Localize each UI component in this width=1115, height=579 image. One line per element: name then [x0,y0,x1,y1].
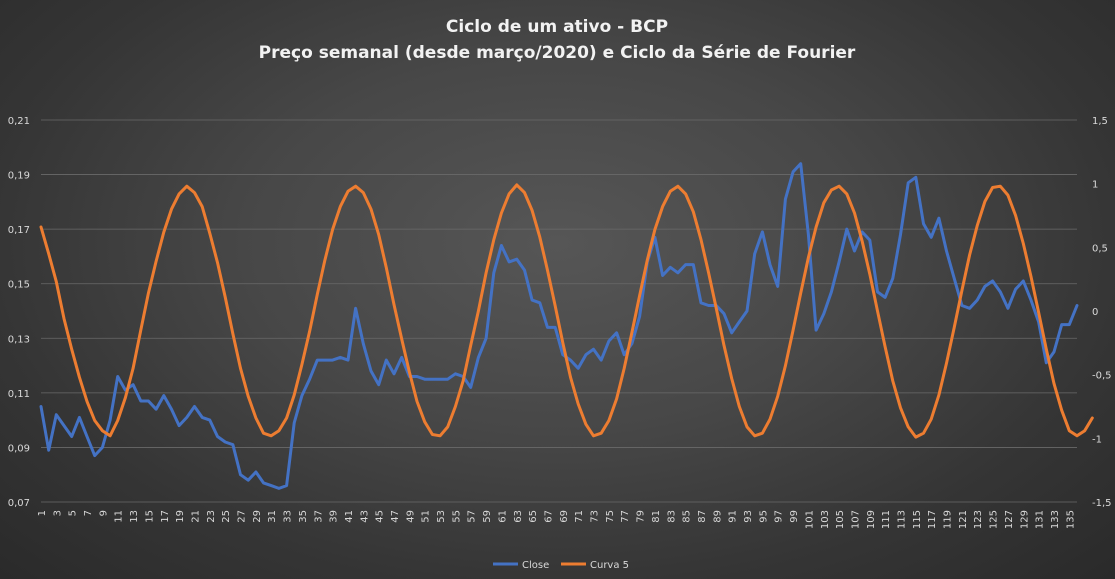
right-y-tick-label: 1 [1092,180,1098,191]
x-tick-label: 101 [804,510,815,529]
left-y-tick-label: 0,21 [8,116,30,127]
x-tick-label: 77 [620,510,631,523]
x-tick-label: 121 [958,510,969,529]
x-tick-label: 41 [344,510,355,523]
series-lines [39,162,1094,490]
x-tick-label: 113 [896,510,907,529]
x-tick-label: 35 [298,510,309,523]
x-tick-label: 25 [221,510,232,523]
x-tick-label: 43 [359,510,370,523]
x-tick-label: 97 [774,510,785,523]
x-tick-label: 63 [513,510,524,523]
left-y-axis: 0,07 0,09 0,11 0,13 0,15 0,17 0,19 0,21 [8,116,30,509]
legend: Close Curva 5 [493,560,629,571]
gridlines [41,119,1077,503]
chart-subtitle: Preço semanal (desde março/2020) e Ciclo… [259,43,856,63]
x-tick-label: 39 [329,510,340,523]
chart-title: Ciclo de um ativo - BCP [446,17,668,37]
series-line-close [39,162,1079,490]
x-tick-label: 103 [820,510,831,529]
x-tick-label: 73 [590,510,601,523]
x-tick-label: 85 [682,510,693,523]
x-tick-label: 15 [144,510,155,523]
x-tick-label: 69 [559,510,570,523]
x-tick-label: 107 [850,510,861,529]
x-tick-label: 135 [1065,510,1076,529]
x-tick-label: 37 [313,510,324,523]
x-tick-label: 3 [52,510,63,516]
x-tick-label: 33 [283,510,294,523]
x-tick-label: 71 [574,510,585,523]
x-tick-label: 67 [543,510,554,523]
x-tick-label: 105 [835,510,846,529]
x-tick-label: 109 [866,510,877,529]
x-tick-label: 79 [636,510,647,523]
x-tick-label: 19 [175,510,186,523]
left-y-tick-label: 0,13 [8,334,30,345]
series-line-curva-5 [39,183,1094,439]
x-tick-label: 99 [789,510,800,523]
x-tick-label: 83 [666,510,677,523]
x-tick-label: 9 [98,510,109,516]
x-tick-label: 111 [881,510,892,529]
x-tick-label: 29 [252,510,263,523]
x-tick-label: 125 [989,510,1000,529]
left-y-tick-label: 0,11 [8,389,30,400]
x-tick-label: 1 [37,510,48,516]
x-tick-label: 51 [421,510,432,523]
x-tick-label: 11 [114,510,125,523]
x-tick-label: 75 [605,510,616,523]
right-y-tick-label: 0,5 [1092,243,1108,254]
x-tick-label: 61 [497,510,508,523]
x-tick-label: 17 [160,510,171,523]
legend-label-close: Close [522,560,549,571]
x-tick-label: 7 [83,510,94,516]
x-tick-label: 115 [912,510,923,529]
right-y-axis: -1,5 -1 -0,5 0 0,5 1 1,5 [1092,116,1112,509]
x-tick-label: 117 [927,510,938,529]
x-tick-label: 93 [743,510,754,523]
x-tick-label: 131 [1035,510,1046,529]
x-axis: 1 3 5 7 9 11 13 15 17 19 21 23 25 27 29 31 33 35 37 39 41 43 4… [37,510,1076,529]
x-tick-label: 87 [697,510,708,523]
x-tick-label: 49 [405,510,416,523]
x-tick-label: 53 [436,510,447,523]
right-y-tick-label: -0,5 [1092,371,1112,382]
right-y-tick-label: -1,5 [1092,498,1112,509]
legend-label-curva-5: Curva 5 [590,560,629,571]
left-y-tick-label: 0,15 [8,280,30,291]
x-tick-label: 55 [451,510,462,523]
right-y-tick-label: -1 [1092,434,1102,445]
x-tick-label: 57 [467,510,478,523]
x-tick-label: 127 [1004,510,1015,529]
left-y-tick-label: 0,17 [8,225,30,236]
left-y-tick-label: 0,19 [8,171,30,182]
x-tick-label: 13 [129,510,140,523]
left-y-tick-label: 0,07 [8,498,30,509]
x-tick-label: 23 [206,510,217,523]
x-tick-label: 27 [237,510,248,523]
x-tick-label: 65 [528,510,539,523]
right-y-tick-label: 1,5 [1092,116,1108,127]
x-tick-label: 81 [651,510,662,523]
left-y-tick-label: 0,09 [8,443,30,454]
x-tick-label: 45 [375,510,386,523]
x-tick-label: 31 [267,510,278,523]
right-y-tick-label: 0 [1092,307,1098,318]
x-tick-label: 47 [390,510,401,523]
x-tick-label: 5 [68,510,79,516]
x-tick-label: 119 [943,510,954,529]
x-tick-label: 123 [973,510,984,529]
x-tick-label: 95 [758,510,769,523]
x-tick-label: 59 [482,510,493,523]
x-tick-label: 21 [190,510,201,523]
x-tick-label: 91 [728,510,739,523]
x-tick-label: 89 [712,510,723,523]
x-tick-label: 133 [1050,510,1061,529]
x-tick-label: 129 [1019,510,1030,529]
